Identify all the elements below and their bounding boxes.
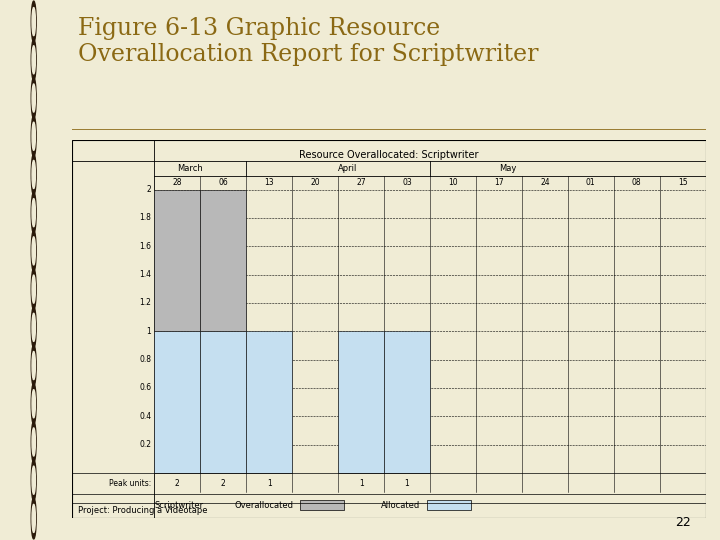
Text: March: March	[177, 164, 203, 173]
Text: 2: 2	[221, 479, 225, 488]
Circle shape	[32, 352, 35, 380]
Text: 1.4: 1.4	[139, 270, 151, 279]
Text: 01: 01	[586, 178, 595, 187]
Circle shape	[31, 383, 36, 424]
Circle shape	[31, 460, 36, 501]
Text: 28: 28	[173, 178, 182, 187]
Bar	[200, 190, 246, 332]
Text: 0.8: 0.8	[139, 355, 151, 364]
Circle shape	[32, 160, 35, 188]
Text: Scriptwriter: Scriptwriter	[154, 501, 204, 510]
Text: 1: 1	[359, 479, 364, 488]
Bar	[300, 501, 344, 510]
Circle shape	[31, 1, 36, 42]
Text: 22: 22	[675, 516, 691, 529]
Text: 17: 17	[494, 178, 504, 187]
Text: 0.4: 0.4	[139, 412, 151, 421]
Text: 15: 15	[678, 178, 688, 187]
Text: 2: 2	[146, 185, 151, 194]
Bar	[154, 331, 200, 473]
Circle shape	[32, 275, 35, 303]
Circle shape	[31, 421, 36, 462]
Text: 06: 06	[218, 178, 228, 187]
Text: 1.6: 1.6	[139, 242, 151, 251]
Circle shape	[32, 8, 35, 36]
Text: 0.6: 0.6	[139, 383, 151, 393]
Circle shape	[31, 498, 36, 539]
Circle shape	[32, 199, 35, 227]
Circle shape	[32, 504, 35, 532]
Text: Resource Overallocated: Scriptwriter: Resource Overallocated: Scriptwriter	[299, 150, 479, 160]
Text: Figure 6-13 Graphic Resource
Overallocation Report for Scriptwriter: Figure 6-13 Graphic Resource Overallocat…	[78, 17, 539, 66]
Circle shape	[32, 428, 35, 456]
Text: Allocated: Allocated	[381, 501, 420, 510]
Bar	[246, 331, 292, 473]
Circle shape	[32, 46, 35, 74]
Bar	[154, 190, 200, 332]
Circle shape	[31, 39, 36, 80]
Text: 03: 03	[402, 178, 412, 187]
Circle shape	[32, 390, 35, 418]
Text: 0.2: 0.2	[139, 440, 151, 449]
Text: 10: 10	[448, 178, 458, 187]
Bar	[427, 501, 471, 510]
Text: 1: 1	[146, 327, 151, 336]
Text: 08: 08	[632, 178, 642, 187]
Text: 24: 24	[540, 178, 549, 187]
Text: 13: 13	[264, 178, 274, 187]
Circle shape	[31, 231, 36, 272]
Circle shape	[32, 122, 35, 150]
Text: 1: 1	[267, 479, 271, 488]
Bar	[200, 331, 246, 473]
Text: 1: 1	[405, 479, 410, 488]
Text: Project: Producing a Videotape: Project: Producing a Videotape	[78, 507, 208, 515]
Bar	[338, 331, 384, 473]
Text: Overallocated: Overallocated	[235, 501, 294, 510]
Text: April: April	[338, 164, 358, 173]
Circle shape	[32, 237, 35, 265]
Circle shape	[31, 192, 36, 233]
Text: 27: 27	[356, 178, 366, 187]
Circle shape	[31, 307, 36, 348]
Text: Peak units:: Peak units:	[109, 479, 151, 488]
Circle shape	[32, 313, 35, 341]
Circle shape	[31, 268, 36, 309]
Bar	[384, 331, 430, 473]
Circle shape	[32, 84, 35, 112]
Text: 2: 2	[175, 479, 180, 488]
Text: 1.2: 1.2	[140, 299, 151, 307]
Circle shape	[31, 78, 36, 119]
Text: 20: 20	[310, 178, 320, 187]
Circle shape	[31, 345, 36, 386]
Circle shape	[31, 116, 36, 157]
Circle shape	[32, 466, 35, 494]
Text: May: May	[499, 164, 516, 173]
Text: 1.8: 1.8	[140, 213, 151, 222]
Circle shape	[31, 154, 36, 195]
